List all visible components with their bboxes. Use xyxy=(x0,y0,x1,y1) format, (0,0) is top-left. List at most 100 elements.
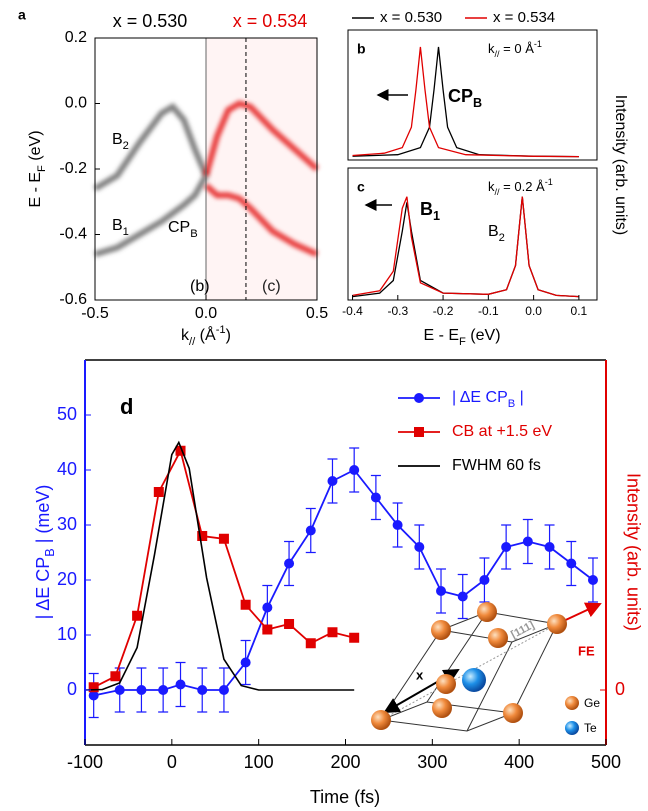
annotation: B1 xyxy=(420,199,440,224)
y-tick-label: 20 xyxy=(57,569,77,589)
k-label: k// = 0.2 Å-1 xyxy=(488,177,553,197)
k-label-part: k xyxy=(488,41,495,56)
annotation-part: B xyxy=(112,217,123,234)
x-axis-label-part: F xyxy=(459,336,466,348)
annotation: CPB xyxy=(168,219,198,240)
plot-background xyxy=(206,38,317,300)
point xyxy=(218,685,229,695)
x-axis-label-part: (Å xyxy=(195,325,216,344)
k-label-part: = 0 Å xyxy=(500,41,535,56)
point xyxy=(284,558,295,569)
point xyxy=(175,445,186,456)
point xyxy=(522,536,533,547)
x-tick-label: 500 xyxy=(591,752,621,772)
y-axis-label: E - EF (eV) xyxy=(27,130,48,207)
k-label-part: k xyxy=(488,179,495,194)
atoms xyxy=(371,602,579,735)
x-axis-label-part: ) xyxy=(226,327,231,344)
point xyxy=(136,685,147,695)
x-tick-label: -100 xyxy=(67,752,103,772)
legend-label: x = 0.530 xyxy=(380,9,442,26)
panel-title: x = 0.534 xyxy=(233,11,308,31)
y-axis-label-part: | ΔE CP xyxy=(33,557,53,620)
x-axis-label: k// (Å-1) xyxy=(181,324,231,348)
annotation: (b) xyxy=(190,278,210,295)
annotation: B2 xyxy=(112,131,129,152)
point xyxy=(349,632,360,643)
band xyxy=(204,183,319,257)
inset-label: x xyxy=(416,667,424,682)
point xyxy=(349,465,360,475)
x-axis-label: Time (fs) xyxy=(310,787,380,807)
k-label-part: -1 xyxy=(534,39,542,49)
x-tick-label: 0.0 xyxy=(525,304,542,318)
point xyxy=(175,679,186,690)
ge-atom xyxy=(432,698,452,718)
annotation: (c) xyxy=(262,278,281,295)
point xyxy=(392,520,403,530)
x-tick-label: 0 xyxy=(167,752,177,772)
point xyxy=(436,586,447,596)
annotation-part: 2 xyxy=(123,140,129,152)
y-axis-label-part: B xyxy=(43,548,57,556)
y2-axis-label: Intensity (arb. units) xyxy=(623,473,643,631)
x-tick-label: 0.0 xyxy=(195,305,217,322)
y-axis-label-part: (eV) xyxy=(27,130,44,165)
point xyxy=(88,682,99,693)
point xyxy=(566,558,577,569)
x-tick-label: -0.2 xyxy=(433,304,454,318)
point xyxy=(218,533,229,544)
spectrum-line xyxy=(352,196,579,298)
inset-label: Te xyxy=(584,721,597,735)
y-tick-label: 0 xyxy=(67,679,77,699)
y-tick-label: 0.2 xyxy=(65,29,87,46)
annotation-part: B xyxy=(473,96,482,110)
y-tick-label: 0.0 xyxy=(65,95,87,112)
y-axis-label-part: | (meV) xyxy=(33,485,53,549)
te-key xyxy=(565,721,579,735)
panel-label: a xyxy=(18,7,26,23)
point xyxy=(132,610,143,621)
point xyxy=(114,685,125,695)
x-tick-label: 200 xyxy=(330,752,360,772)
annotation-part: CP xyxy=(448,86,473,106)
plot-frame xyxy=(347,167,598,301)
y-tick-label: 50 xyxy=(57,404,77,424)
x-tick-label: 100 xyxy=(244,752,274,772)
x-tick-label: -0.3 xyxy=(387,304,408,318)
te-atom xyxy=(462,668,486,692)
x-tick-label: -0.1 xyxy=(478,304,499,318)
x-axis-label-part: E - E xyxy=(423,327,459,344)
ge-atom xyxy=(503,703,523,723)
legend-label: | ΔE CPB | xyxy=(452,389,524,410)
panel-label: c xyxy=(357,179,365,195)
point xyxy=(284,619,295,629)
y-tick-label: -0.2 xyxy=(59,160,87,177)
ge-atom xyxy=(371,710,391,730)
spectrum-line xyxy=(352,46,579,158)
panel-title: x = 0.530 xyxy=(113,11,188,31)
x-tick-label: 300 xyxy=(417,752,447,772)
x-axis-label-part: k xyxy=(181,327,190,344)
panel-label: d xyxy=(120,394,133,419)
x-tick-label: -0.5 xyxy=(81,305,109,322)
y-axis-label: | ΔE CPB | (meV) xyxy=(33,485,58,620)
point xyxy=(370,492,381,503)
annotation-part: 2 xyxy=(499,232,505,244)
y-tick-label: 30 xyxy=(57,514,77,534)
series-line xyxy=(84,440,355,691)
band xyxy=(94,174,209,258)
point xyxy=(501,542,512,552)
point xyxy=(305,525,316,536)
y-tick-label: 10 xyxy=(57,624,77,644)
point xyxy=(110,671,121,682)
point xyxy=(240,599,251,610)
ge-atom xyxy=(436,674,456,694)
ge-atom xyxy=(488,628,508,648)
x-axis-label-part: (eV) xyxy=(466,327,501,344)
plot-frame xyxy=(347,29,598,161)
annotation-part: B xyxy=(488,223,499,240)
point xyxy=(457,591,468,602)
annotation-part: 1 xyxy=(433,209,440,223)
